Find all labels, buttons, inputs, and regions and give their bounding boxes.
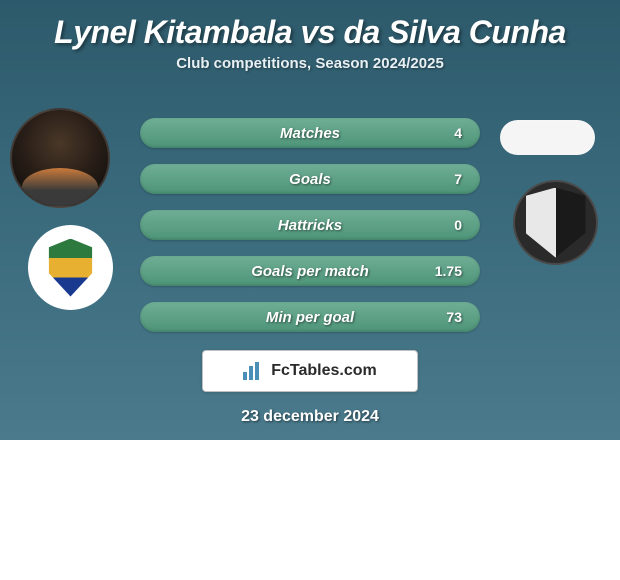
crest-right [513, 180, 598, 265]
stat-right-value: 73 [432, 309, 462, 325]
shield-icon [526, 188, 586, 258]
stat-label: Goals per match [188, 263, 432, 280]
subtitle: Club competitions, Season 2024/2025 [0, 55, 620, 90]
page-title: Lynel Kitambala vs da Silva Cunha [0, 0, 620, 55]
stat-right-value: 1.75 [432, 263, 462, 279]
brand-badge[interactable]: FcTables.com [202, 350, 418, 392]
avatar-player-left [10, 108, 110, 208]
bars-icon [243, 362, 265, 380]
avatar-player-right [500, 120, 595, 155]
stat-row: Hattricks 0 [140, 210, 480, 240]
content-wrapper: Lynel Kitambala vs da Silva Cunha Club c… [0, 0, 620, 426]
shield-icon [47, 239, 95, 297]
stat-right-value: 7 [432, 171, 462, 187]
stat-label: Min per goal [188, 309, 432, 326]
stat-row: Goals per match 1.75 [140, 256, 480, 286]
crest-left [28, 225, 113, 310]
stat-bars: Matches 4 Goals 7 Hattricks 0 Goals per … [140, 118, 480, 348]
stat-label: Goals [188, 171, 432, 188]
brand-text: FcTables.com [271, 362, 377, 380]
stat-right-value: 4 [432, 125, 462, 141]
stat-right-value: 0 [432, 217, 462, 233]
stat-label: Matches [188, 125, 432, 142]
stats-area: Matches 4 Goals 7 Hattricks 0 Goals per … [0, 90, 620, 330]
stat-row: Min per goal 73 [140, 302, 480, 332]
stat-label: Hattricks [188, 217, 432, 234]
stat-row: Matches 4 [140, 118, 480, 148]
stat-row: Goals 7 [140, 164, 480, 194]
date-label: 23 december 2024 [0, 408, 620, 426]
